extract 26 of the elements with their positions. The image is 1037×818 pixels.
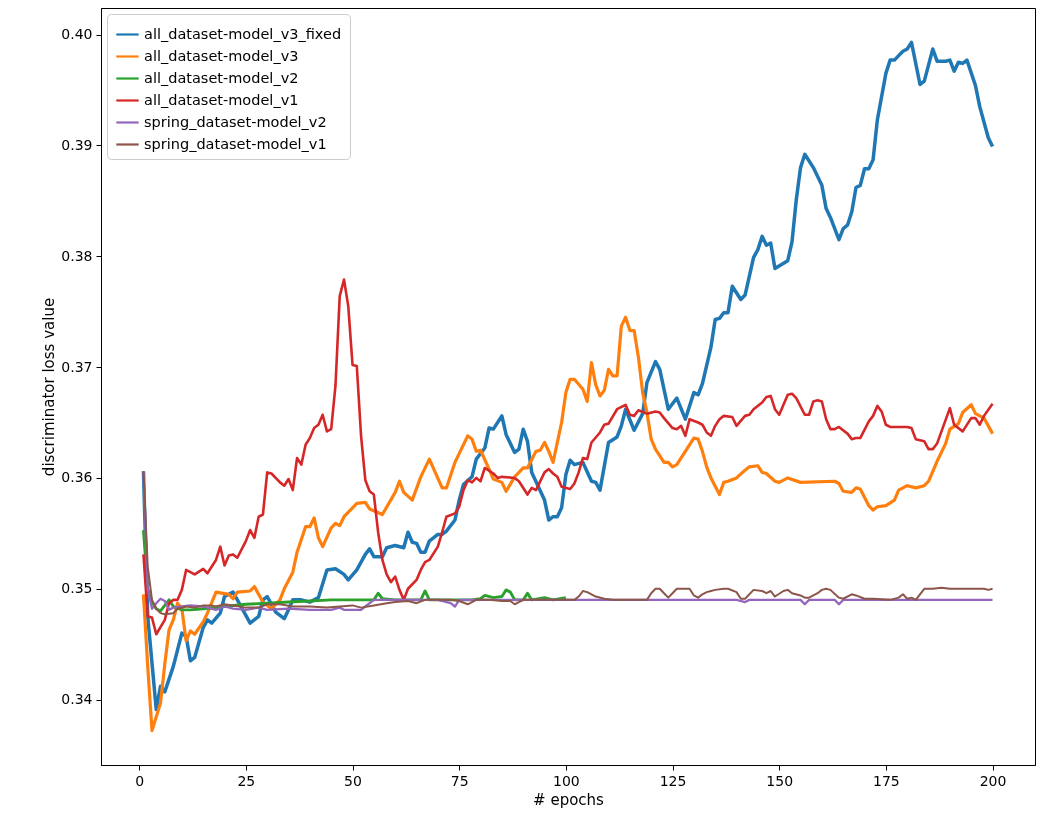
legend-label: all_dataset-model_v2 <box>144 69 299 86</box>
x-tick-label: 150 <box>766 772 794 789</box>
y-tick-label: 0.36 <box>61 469 93 486</box>
y-tick-label: 0.34 <box>61 691 93 708</box>
x-tick-label: 0 <box>135 772 145 789</box>
legend-label: spring_dataset-model_v1 <box>144 135 327 152</box>
x-tick-label: 75 <box>450 772 469 789</box>
x-tick-label: 200 <box>979 772 1007 789</box>
x-tick-label: 125 <box>659 772 687 789</box>
y-tick-label: 0.37 <box>61 358 93 375</box>
line-series <box>141 315 995 733</box>
y-tick-label: 0.39 <box>61 136 93 153</box>
line-series <box>142 278 994 636</box>
x-axis-title: # epochs <box>533 790 605 809</box>
y-tick-label: 0.40 <box>61 26 93 43</box>
legend-label: all_dataset-model_v3_fixed <box>144 25 342 42</box>
x-tick-label: 50 <box>344 772 362 789</box>
legend-label: spring_dataset-model_v2 <box>144 113 327 130</box>
legend-label: all_dataset-model_v1 <box>144 91 299 108</box>
x-tick-label: 25 <box>237 772 256 789</box>
y-tick-label: 0.38 <box>61 247 93 264</box>
x-tick-label: 100 <box>553 772 580 789</box>
y-axis-title: discriminator loss value <box>40 297 59 477</box>
legend-label: all_dataset-model_v3 <box>144 47 299 64</box>
x-tick-label: 175 <box>873 772 900 789</box>
y-tick-label: 0.35 <box>61 580 93 597</box>
